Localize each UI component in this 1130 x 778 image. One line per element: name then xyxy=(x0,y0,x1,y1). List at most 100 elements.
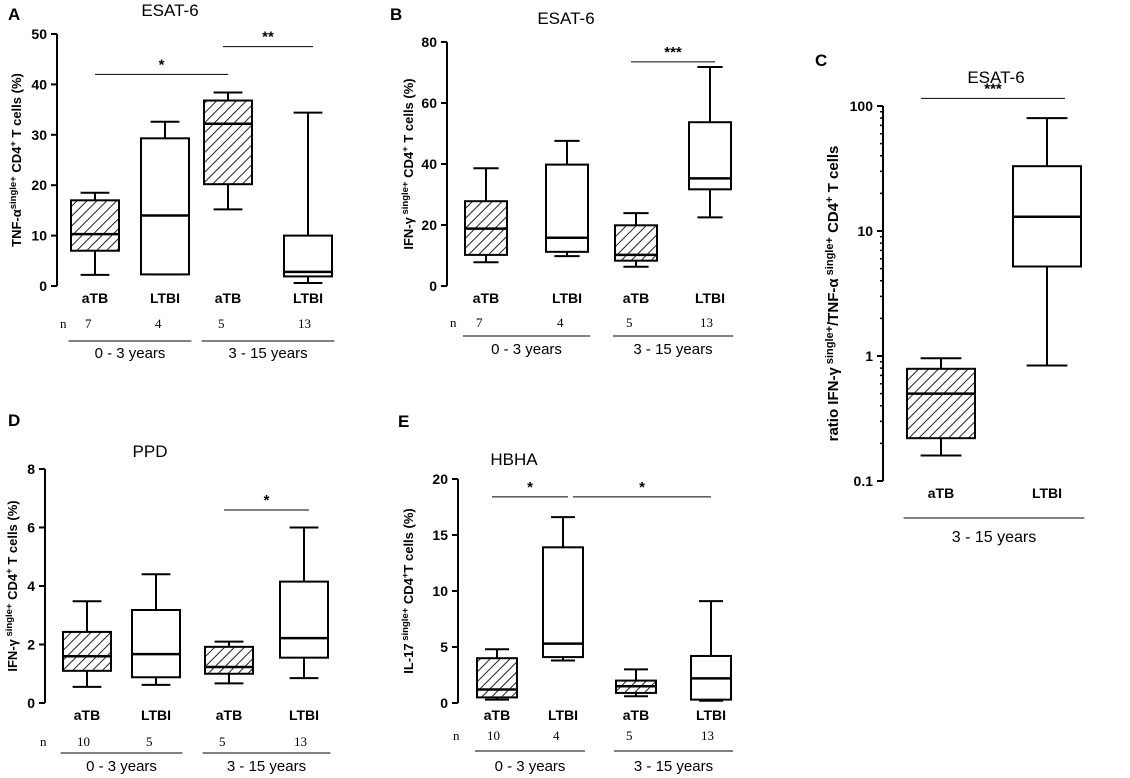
y-axis-label: TNF-αsingle+ CD4+ T cells (%) xyxy=(8,73,24,247)
y-axis-label-part: T cells (%) xyxy=(401,508,416,572)
y-axis-label-part: CD4 xyxy=(9,146,24,176)
y-tick-label: 20 xyxy=(31,177,47,193)
x-tick-label: aTB xyxy=(623,707,649,723)
group-label: 0 - 3 years xyxy=(491,341,562,358)
box-ltbi-2 xyxy=(1012,117,1082,367)
panel-a: A ESAT-6 0 10 20 30 40 50 TNF-αsingle+ CD4+ T ce… xyxy=(8,1,335,362)
n-value: 13 xyxy=(701,728,714,743)
y-axis-label-part: ratio IFN-γ xyxy=(825,367,842,442)
y-tick-label: 40 xyxy=(421,156,437,172)
y-axis-label-part: single+ xyxy=(4,603,15,639)
n-row-label: n xyxy=(40,734,47,749)
n-value: 10 xyxy=(487,728,500,743)
y-axis-label-part: single+ xyxy=(8,176,19,209)
y-axis-label-part: single+ xyxy=(400,607,411,643)
panel-d: D PPD 0 2 4 6 8 IFN-γ single+ CD4+ T cells (%) a… xyxy=(4,411,331,775)
y-axis-label-part: single+ xyxy=(824,237,836,278)
y-axis-label-part: + xyxy=(824,196,836,202)
y-axis-label-part: IL-17 xyxy=(401,643,416,673)
box-ltbi-4 xyxy=(688,66,732,219)
n-value: 5 xyxy=(626,728,633,743)
x-tick-label: LTBI xyxy=(141,707,171,723)
box-iqr xyxy=(279,580,329,659)
x-tick-label: aTB xyxy=(74,707,100,723)
significance-stars: * xyxy=(527,479,533,496)
y-axis-label-part: + xyxy=(4,568,15,574)
y-axis-label-part: IFN-γ xyxy=(5,638,20,671)
n-row-label: n xyxy=(450,315,457,330)
box-atb-1 xyxy=(62,600,112,688)
y-tick-label: 20 xyxy=(432,471,448,487)
y-tick-label: 30 xyxy=(31,127,47,143)
n-value: 5 xyxy=(626,315,633,330)
n-value: 4 xyxy=(553,728,560,743)
box-atb-1 xyxy=(906,357,976,457)
box-atb-3 xyxy=(203,91,253,211)
significance-stars: * xyxy=(264,492,270,509)
chart-title: ESAT-6 xyxy=(967,68,1024,87)
n-value: 5 xyxy=(218,316,225,331)
box-atb-3 xyxy=(615,668,657,698)
x-tick-label: aTB xyxy=(928,485,954,501)
box-ltbi-2 xyxy=(542,516,584,662)
box-iqr xyxy=(204,645,254,675)
x-tick-label: LTBI xyxy=(289,707,319,723)
y-axis-label-part: single+ xyxy=(824,326,836,367)
x-tick-label: LTBI xyxy=(552,290,582,306)
y-axis-label-part: TNF-α xyxy=(9,209,24,247)
significance-stars: ** xyxy=(262,29,274,46)
y-tick-label: 40 xyxy=(31,76,47,92)
box-atb-1 xyxy=(476,648,518,701)
box-ltbi-4 xyxy=(690,600,732,702)
group-label: 0 - 3 years xyxy=(95,345,166,362)
y-axis-label: IFN-γ single+ CD4+ T cells (%) xyxy=(4,500,20,671)
panel-c: C ESAT-6 0.1 1 10 100 ratio IFN-γ single+/TNF-… xyxy=(815,51,1085,546)
n-value: 4 xyxy=(557,315,564,330)
n-value: 13 xyxy=(298,316,311,331)
y-axis-label: IL-17 single+ CD4+T cells (%) xyxy=(400,508,416,673)
x-tick-label: LTBI xyxy=(696,707,726,723)
group-label: 3 - 15 years xyxy=(952,529,1036,546)
y-tick-label: 10 xyxy=(857,223,873,239)
box-ltbi-2 xyxy=(140,120,190,276)
y-tick-label: 8 xyxy=(27,461,35,477)
box-ltbi-4 xyxy=(279,526,329,680)
y-tick-label: 60 xyxy=(421,95,437,111)
box-ltbi-2 xyxy=(131,573,181,686)
box-atb-1 xyxy=(464,167,508,264)
box-iqr xyxy=(70,199,120,252)
y-tick-label: 80 xyxy=(421,34,437,50)
y-axis-label-part: T cells (%) xyxy=(9,73,24,141)
x-tick-label: aTB xyxy=(82,290,108,306)
box-atb-3 xyxy=(204,640,254,685)
y-axis-label-part: CD4 xyxy=(401,577,416,607)
y-tick-label: 0 xyxy=(39,278,47,294)
x-tick-label: aTB xyxy=(484,707,510,723)
box-iqr xyxy=(906,367,976,440)
box-atb-3 xyxy=(614,212,658,268)
n-row-label: n xyxy=(60,316,67,331)
significance-stars: *** xyxy=(664,44,682,61)
group-label: 3 - 15 years xyxy=(633,341,712,358)
n-value: 4 xyxy=(155,316,162,331)
n-value: 13 xyxy=(294,734,307,749)
panel-e: E HBHA 0 5 10 15 20 IL-17 single+ CD4+T cells (… xyxy=(398,412,733,775)
box-iqr xyxy=(140,137,190,276)
box-iqr xyxy=(131,608,181,679)
y-tick-label: 100 xyxy=(850,98,874,114)
y-tick-label: 10 xyxy=(31,228,47,244)
box-ltbi-4 xyxy=(283,111,333,284)
n-value: 7 xyxy=(476,315,483,330)
y-tick-label: 0 xyxy=(440,695,448,711)
y-tick-label: 1 xyxy=(865,348,873,364)
box-iqr xyxy=(203,99,253,186)
panel-label: D xyxy=(8,411,20,430)
x-tick-label: LTBI xyxy=(695,290,725,306)
y-axis-label: IFN-γ single+ CD4+ T cells (%) xyxy=(400,78,416,249)
y-tick-label: 2 xyxy=(27,637,35,653)
n-row-label: n xyxy=(453,728,460,743)
panel-label: B xyxy=(390,5,402,24)
significance-stars: * xyxy=(639,479,645,496)
y-axis-label-part: + xyxy=(400,572,411,578)
